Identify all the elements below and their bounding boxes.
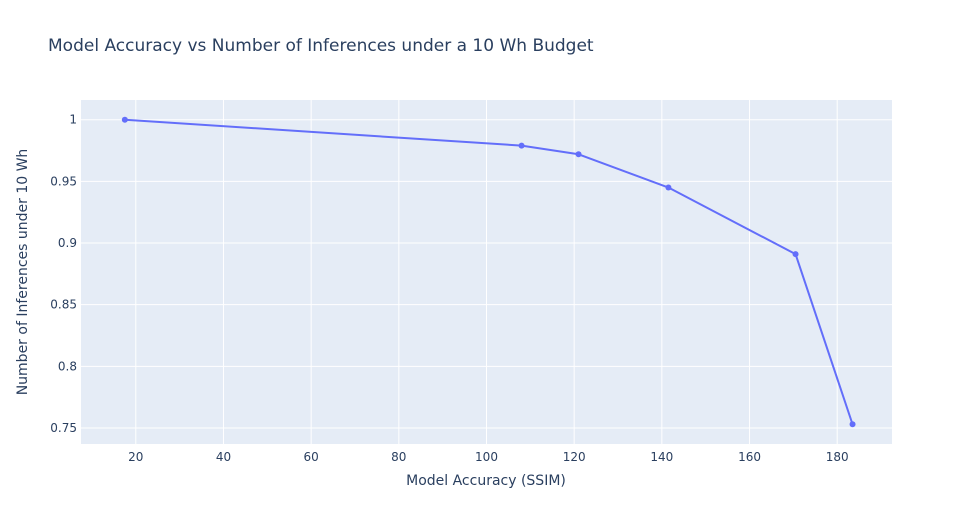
x-tick-label: 20 xyxy=(128,450,143,464)
x-tick-label: 180 xyxy=(826,450,849,464)
x-tick-label: 120 xyxy=(563,450,586,464)
y-tick-label: 0.8 xyxy=(58,359,77,373)
data-point xyxy=(121,116,128,123)
y-tick-label: 0.95 xyxy=(50,174,77,188)
gridlines xyxy=(81,100,892,444)
x-tick-label: 100 xyxy=(475,450,498,464)
x-tick-label: 40 xyxy=(216,450,231,464)
data-point xyxy=(518,142,525,149)
data-point xyxy=(792,251,799,258)
y-axis-title: Number of Inferences under 10 Wh xyxy=(15,149,31,396)
tick-labels: 20 40 60 80 100 120 140 160 180 0.75 0.8 0.85 0.9 0.9… xyxy=(50,113,848,464)
series-layer xyxy=(121,116,856,428)
y-tick-label: 0.75 xyxy=(50,421,77,435)
x-tick-label: 60 xyxy=(304,450,319,464)
data-point xyxy=(575,151,582,158)
x-tick-label: 160 xyxy=(738,450,761,464)
series-line xyxy=(124,118,854,425)
y-tick-label: 0.9 xyxy=(58,236,77,250)
chart-title: Model Accuracy vs Number of Inferences u… xyxy=(48,36,594,56)
y-tick-label: 1 xyxy=(69,113,77,127)
x-tick-label: 140 xyxy=(650,450,673,464)
x-tick-label: 80 xyxy=(391,450,406,464)
data-point xyxy=(849,421,856,428)
x-axis-title: Model Accuracy (SSIM) xyxy=(406,473,566,489)
y-tick-label: 0.85 xyxy=(50,298,77,312)
data-point xyxy=(665,184,672,191)
